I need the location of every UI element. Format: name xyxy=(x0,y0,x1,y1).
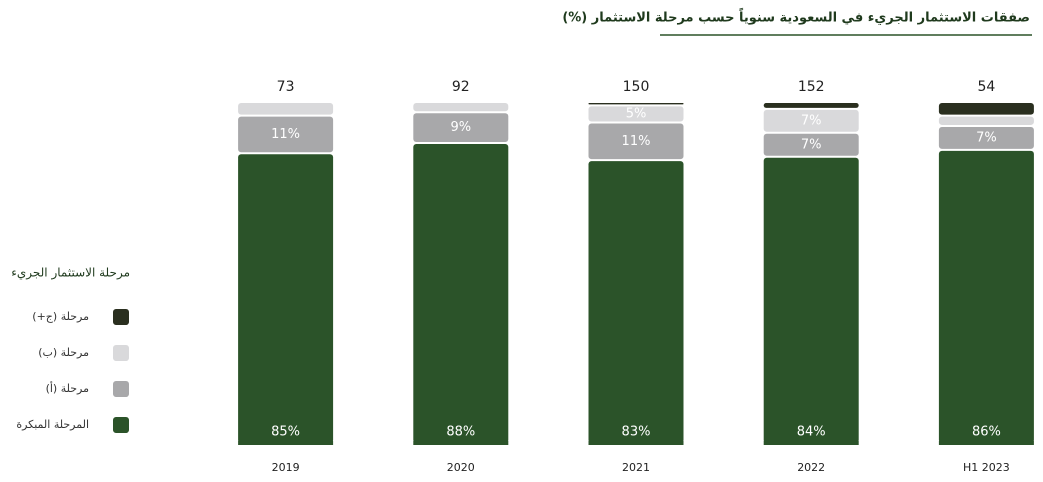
legend-swatch xyxy=(113,345,129,361)
value-label: 7% xyxy=(801,137,822,152)
bar-base xyxy=(588,441,684,445)
value-label: 11% xyxy=(622,134,651,149)
legend-label: مرحلة (أ) xyxy=(46,381,90,395)
bar-segment xyxy=(938,116,1034,125)
bar-segment xyxy=(588,103,684,105)
legend-title: مرحلة الاستثمار الجريء xyxy=(11,266,130,281)
bar-segment xyxy=(238,116,334,153)
value-label: 84% xyxy=(797,425,826,440)
bar-segment xyxy=(588,106,684,122)
value-label: 86% xyxy=(972,425,1001,440)
x-tick-label: 2022 xyxy=(797,461,825,474)
value-label: 85% xyxy=(271,425,300,440)
legend-label: مرحلة (ب) xyxy=(38,346,89,359)
bar-base xyxy=(413,441,509,445)
total-label: 73 xyxy=(277,79,295,95)
value-label: 83% xyxy=(622,425,651,440)
bar-segment xyxy=(413,103,509,112)
total-label: 152 xyxy=(798,79,825,95)
value-label: 88% xyxy=(446,425,475,440)
bar-segment xyxy=(763,133,859,156)
total-label: 54 xyxy=(977,79,995,95)
chart-title: صفقات الاستثمار الجريء في السعودية سنويا… xyxy=(562,8,1030,26)
value-label: 9% xyxy=(450,120,471,135)
bar-base xyxy=(938,441,1034,445)
bar-segment xyxy=(763,157,859,443)
legend-swatch xyxy=(113,381,129,397)
total-label: 92 xyxy=(452,79,470,95)
x-tick-label: 2019 xyxy=(272,461,300,474)
bar-segment xyxy=(413,113,509,143)
bar-segment xyxy=(938,126,1034,149)
legend-label: مرحلة (ج+) xyxy=(32,310,89,323)
bar-segment xyxy=(938,103,1034,115)
value-label: 7% xyxy=(801,113,822,128)
bar-segment xyxy=(588,161,684,443)
bar-segment xyxy=(763,109,859,132)
legend-swatch xyxy=(113,309,129,325)
value-label: 5% xyxy=(626,106,647,121)
x-tick-label: H1 2023 xyxy=(963,461,1010,474)
bar-base xyxy=(763,441,859,445)
x-tick-label: 2021 xyxy=(622,461,650,474)
x-tick-label: 2020 xyxy=(447,461,475,474)
bar-segment xyxy=(238,154,334,444)
bar-segment xyxy=(938,150,1034,443)
bar-base xyxy=(238,441,334,445)
total-label: 150 xyxy=(623,79,650,95)
bar-segment xyxy=(238,103,334,115)
legend-swatch xyxy=(113,417,129,433)
value-label: 7% xyxy=(976,130,997,145)
value-label: 11% xyxy=(271,127,300,142)
legend-label: المرحلة المبكرة xyxy=(16,418,89,431)
bar-segment xyxy=(413,144,509,444)
bar-segment xyxy=(763,103,859,108)
bar-segment xyxy=(588,123,684,160)
